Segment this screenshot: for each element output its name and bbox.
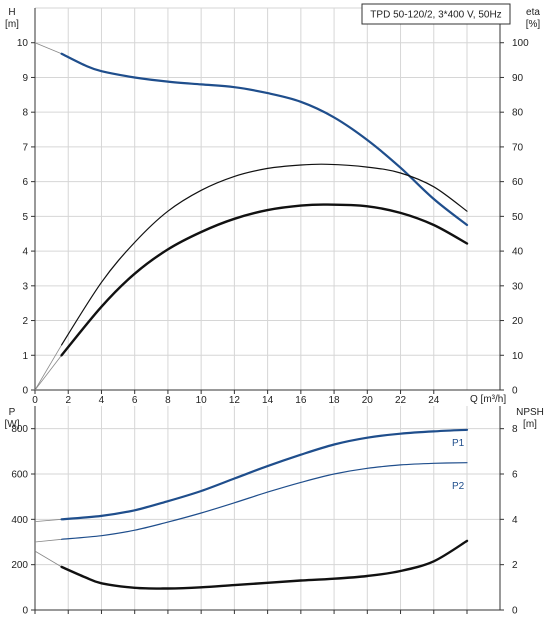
extrapolation-line bbox=[34, 550, 62, 568]
extrapolation-line bbox=[34, 538, 62, 543]
legend-p1: P1 bbox=[452, 438, 465, 449]
series-eta-total-curve bbox=[60, 203, 469, 357]
right-tick-label: 10 bbox=[512, 351, 524, 362]
q-axis-label: Q [m³/h] bbox=[470, 394, 506, 405]
left-tick-label: 0 bbox=[22, 606, 28, 617]
x-tick-label: 24 bbox=[428, 395, 440, 406]
right-tick-label: 50 bbox=[512, 212, 524, 223]
h-axis-label-line2: [m] bbox=[5, 19, 19, 30]
extrapolation-line bbox=[34, 518, 62, 522]
extrapolation-line bbox=[34, 355, 62, 391]
npsh-axis-label-line2: [m] bbox=[523, 419, 537, 430]
left-tick-label: 400 bbox=[11, 515, 28, 526]
series-p2-curve bbox=[61, 462, 468, 540]
eta-axis-label-line1: eta bbox=[526, 7, 540, 18]
x-tick-label: 6 bbox=[132, 395, 138, 406]
right-tick-label: 60 bbox=[512, 177, 524, 188]
right-tick-label: 20 bbox=[512, 316, 524, 327]
extrapolation-line bbox=[34, 344, 62, 391]
bottom-panel: 0 200 400 600 800 0 2 4 6 8 bbox=[11, 406, 518, 617]
x-tick-label: 16 bbox=[295, 395, 307, 406]
x-tick-label: 14 bbox=[262, 395, 274, 406]
left-tick-label: 9 bbox=[22, 73, 28, 84]
x-tick-label: 18 bbox=[329, 395, 341, 406]
right-tick-label: 70 bbox=[512, 142, 524, 153]
title-box-text: TPD 50-120/2, 3*400 V, 50Hz bbox=[370, 10, 501, 21]
x-tick-label: 0 bbox=[32, 395, 38, 406]
left-tick-label: 200 bbox=[11, 560, 28, 571]
right-tick-label: 6 bbox=[512, 470, 518, 481]
p-axis-label-line2: [W] bbox=[5, 419, 20, 430]
right-tick-label: 8 bbox=[512, 424, 518, 435]
left-tick-label: 0 bbox=[22, 386, 28, 397]
right-tick-label: 2 bbox=[512, 560, 518, 571]
left-tick-label: 800 bbox=[11, 424, 28, 435]
h-axis-label-line1: H bbox=[8, 7, 15, 18]
right-tick-label: 30 bbox=[512, 281, 524, 292]
x-tick-label: 4 bbox=[99, 395, 105, 406]
x-tick-label: 8 bbox=[165, 395, 171, 406]
left-tick-label: 5 bbox=[22, 212, 28, 223]
extrapolation-line bbox=[34, 42, 62, 55]
x-tick-label: 10 bbox=[196, 395, 208, 406]
x-tick-label: 2 bbox=[65, 395, 71, 406]
legend-p2: P2 bbox=[452, 481, 465, 492]
left-tick-label: 7 bbox=[22, 142, 28, 153]
right-tick-label: 0 bbox=[512, 606, 518, 617]
p-axis-label-line1: P bbox=[9, 407, 16, 418]
right-tick-label: 90 bbox=[512, 73, 524, 84]
right-tick-label: 40 bbox=[512, 247, 524, 258]
left-tick-label: 3 bbox=[22, 281, 28, 292]
left-tick-label: 2 bbox=[22, 316, 28, 327]
right-tick-label: 100 bbox=[512, 38, 529, 49]
left-tick-label: 10 bbox=[17, 38, 29, 49]
npsh-axis-label-line1: NPSH bbox=[516, 407, 544, 418]
x-tick-label: 22 bbox=[395, 395, 407, 406]
left-tick-label: 8 bbox=[22, 108, 28, 119]
series-eta-curve bbox=[61, 163, 468, 346]
left-tick-label: 6 bbox=[22, 177, 28, 188]
eta-axis-label-line2: [%] bbox=[526, 19, 541, 30]
x-tick-label: 20 bbox=[362, 395, 374, 406]
series-npsh-curve bbox=[60, 539, 469, 590]
title-box: TPD 50-120/2, 3*400 V, 50Hz bbox=[361, 3, 511, 25]
left-tick-label: 600 bbox=[11, 470, 28, 481]
series-h-curve bbox=[60, 52, 469, 227]
series-p1-curve bbox=[60, 428, 469, 521]
left-tick-label: 1 bbox=[22, 351, 28, 362]
right-tick-label: 0 bbox=[512, 386, 518, 397]
left-tick-label: 4 bbox=[22, 247, 28, 258]
right-tick-label: 80 bbox=[512, 108, 524, 119]
right-tick-label: 4 bbox=[512, 515, 518, 526]
x-tick-label: 12 bbox=[229, 395, 241, 406]
